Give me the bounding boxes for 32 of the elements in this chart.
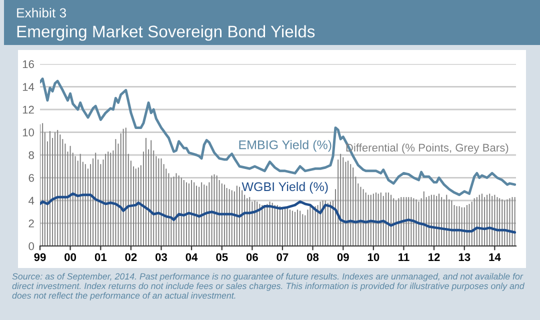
x-tick-label: 12 bbox=[428, 253, 440, 261]
x-tick-label: 13 bbox=[458, 253, 470, 262]
x-tick-label: 07 bbox=[276, 253, 288, 262]
series-label: WGBI Yield (%) bbox=[242, 182, 328, 194]
x-tick-label: 04 bbox=[186, 253, 198, 262]
line-series bbox=[40, 78, 516, 196]
y-tick-label: 16 bbox=[22, 60, 34, 68]
x-tick-label: 99 bbox=[34, 253, 46, 262]
x-tick-label: 01 bbox=[94, 253, 107, 262]
y-tick-label: 14 bbox=[22, 83, 34, 91]
y-tick-label: 4 bbox=[28, 196, 34, 205]
chart-subtitle: Emerging Market Sovereign Bond Yields bbox=[17, 25, 315, 41]
y-tick-label: 8 bbox=[28, 151, 34, 160]
source-note: Source: as of September, 2014. Past performance is no guarantee of future results. Indexes are unmanaged, and not available for direct investment. Index returns do not include fees or sales charges. This information is provided for illustrative purposes only and does not reflect the performance of an actual investment. bbox=[12, 273, 525, 300]
x-tick-label: 06 bbox=[246, 253, 258, 262]
x-tick-label: 08 bbox=[307, 253, 319, 262]
line-series bbox=[40, 192, 516, 234]
y-tick-label: 10 bbox=[22, 128, 34, 136]
x-tick-label: 14 bbox=[489, 253, 501, 261]
x-tick-label: 10 bbox=[368, 253, 380, 262]
x-tick-label: 03 bbox=[156, 253, 168, 262]
y-tick-label: 0 bbox=[28, 242, 34, 250]
chart-title: Exhibit 3 bbox=[17, 8, 66, 18]
x-tick-label: 00 bbox=[64, 253, 76, 262]
y-tick-label: 6 bbox=[28, 174, 34, 182]
x-tick-label: 09 bbox=[337, 253, 349, 262]
y-tick-label: 12 bbox=[22, 106, 34, 114]
x-tick-label: 05 bbox=[216, 253, 228, 262]
x-tick-label: 11 bbox=[398, 253, 410, 261]
y-tick-label: 2 bbox=[28, 220, 34, 228]
x-tick-label: 02 bbox=[125, 253, 137, 262]
series-label: EMBIG Yield (%) bbox=[239, 140, 332, 152]
